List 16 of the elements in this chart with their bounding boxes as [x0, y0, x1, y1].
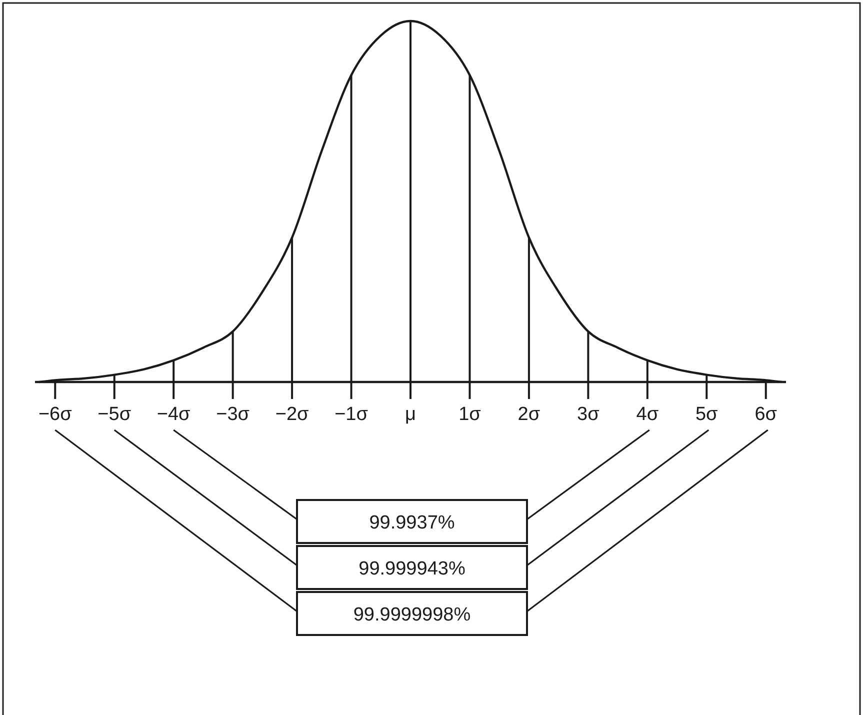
text: 99.999943% — [358, 558, 466, 580]
x-tick-label: 1σ — [458, 404, 482, 425]
x-tick-label: μ — [405, 404, 416, 425]
x-tick-label: 3σ — [577, 404, 600, 425]
x-tick-label: −2σ — [275, 404, 310, 425]
text: 99.9999998% — [353, 604, 471, 626]
x-tick-label: 4σ — [636, 404, 659, 425]
x-tick-label: −1σ — [334, 404, 368, 425]
x-tick-label: 5σ — [695, 404, 718, 425]
x-tick-label: −5σ — [98, 404, 132, 425]
x-tick-label: 2σ — [518, 404, 540, 425]
x-tick-label: −3σ — [216, 404, 250, 425]
x-tick-label: 6σ — [754, 404, 778, 425]
x-tick-label: −4σ — [156, 404, 191, 425]
x-tick-label: −6σ — [38, 404, 72, 425]
text: 99.9937% — [369, 512, 455, 534]
